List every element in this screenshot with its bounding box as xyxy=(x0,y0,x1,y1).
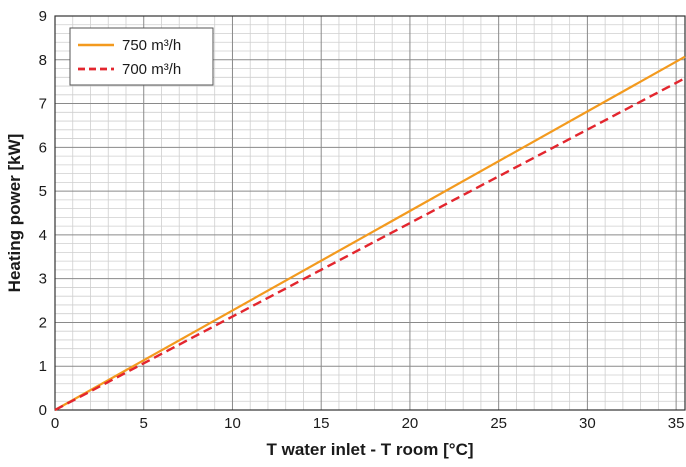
series-line-1 xyxy=(54,77,686,412)
x-tick-label: 15 xyxy=(313,415,330,432)
legend: 750 m³/h 700 m³/h xyxy=(69,27,214,86)
legend-label-750: 750 m³/h xyxy=(122,37,181,54)
x-tick-label: 0 xyxy=(51,415,59,432)
series-line-0 xyxy=(54,55,686,411)
y-tick-label: 5 xyxy=(39,183,47,200)
x-tick-label: 5 xyxy=(140,415,148,432)
legend-box xyxy=(69,27,214,86)
x-tick-labels: 0 5 10 15 20 25 30 35 xyxy=(51,415,685,432)
x-tick-label: 10 xyxy=(224,415,241,432)
y-tick-label: 3 xyxy=(39,271,47,288)
y-tick-label: 7 xyxy=(39,96,47,113)
x-axis-label: T water inlet - T room [°C] xyxy=(266,440,473,459)
y-tick-labels: 0 1 2 3 4 5 6 7 8 9 xyxy=(39,8,47,419)
y-tick-label: 1 xyxy=(39,358,47,375)
y-tick-label: 6 xyxy=(39,139,47,156)
y-tick-label: 9 xyxy=(39,8,47,25)
y-tick-label: 0 xyxy=(39,402,47,419)
x-tick-label: 30 xyxy=(579,415,596,432)
plot-frame xyxy=(54,15,686,411)
y-tick-label: 4 xyxy=(39,227,47,244)
x-tick-label: 35 xyxy=(668,415,685,432)
series-layer xyxy=(54,55,686,412)
legend-label-700: 700 m³/h xyxy=(122,61,181,78)
x-tick-label: 20 xyxy=(402,415,419,432)
x-tick-label: 25 xyxy=(490,415,507,432)
y-tick-label: 2 xyxy=(39,314,47,331)
y-axis-label: Heating power [kW] xyxy=(5,134,24,293)
y-tick-label: 8 xyxy=(39,52,47,69)
